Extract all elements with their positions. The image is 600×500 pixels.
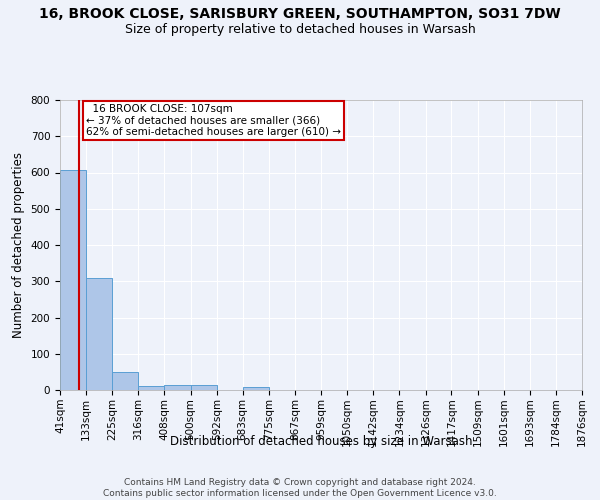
Y-axis label: Number of detached properties: Number of detached properties: [12, 152, 25, 338]
Text: Contains HM Land Registry data © Crown copyright and database right 2024.
Contai: Contains HM Land Registry data © Crown c…: [103, 478, 497, 498]
Bar: [138, 386, 164, 390]
Bar: [60, 170, 86, 390]
Bar: [242, 388, 269, 390]
Text: 16 BROOK CLOSE: 107sqm  
← 37% of detached houses are smaller (366)
62% of semi-: 16 BROOK CLOSE: 107sqm ← 37% of detached…: [86, 104, 341, 137]
Bar: [191, 386, 217, 390]
Bar: [112, 372, 138, 390]
Text: Size of property relative to detached houses in Warsash: Size of property relative to detached ho…: [125, 22, 475, 36]
Bar: [86, 278, 112, 390]
Text: Distribution of detached houses by size in Warsash: Distribution of detached houses by size …: [170, 435, 472, 448]
Text: 16, BROOK CLOSE, SARISBURY GREEN, SOUTHAMPTON, SO31 7DW: 16, BROOK CLOSE, SARISBURY GREEN, SOUTHA…: [39, 8, 561, 22]
Bar: [164, 386, 191, 390]
